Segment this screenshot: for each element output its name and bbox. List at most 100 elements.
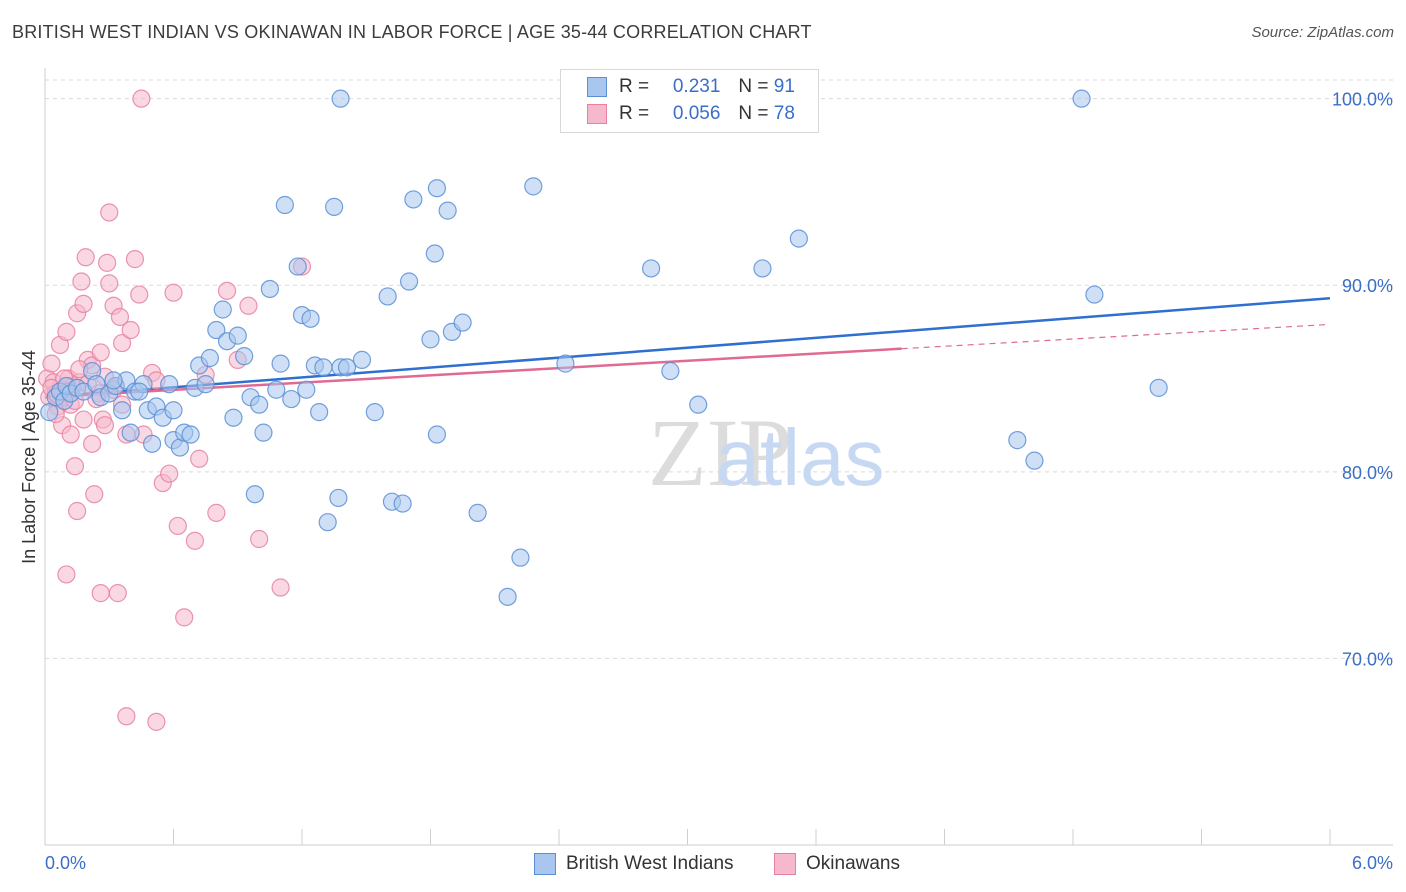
british-west-indians-point bbox=[352, 350, 372, 369]
okinawans-point bbox=[91, 584, 110, 603]
okinawans-point bbox=[91, 343, 110, 362]
okinawans-point bbox=[61, 425, 80, 444]
british-west-indians-point bbox=[245, 485, 264, 504]
okinawans-point bbox=[117, 707, 136, 726]
british-west-indians-point bbox=[438, 201, 457, 220]
stats-legend: R = 0.231 N = 91 R = 0.056 N = 78 bbox=[560, 69, 819, 133]
british-west-indians-point bbox=[337, 358, 357, 377]
watermark-zip: ZIP bbox=[648, 399, 792, 506]
legend-label: Okinawans bbox=[806, 853, 900, 874]
swatch-blue bbox=[534, 853, 556, 875]
british-west-indians-point bbox=[556, 354, 575, 373]
british-west-indians-point bbox=[393, 494, 412, 513]
legend-row-british-west-indians: R = 0.231 N = 91 bbox=[587, 74, 795, 100]
british-west-indians-point bbox=[130, 382, 149, 401]
british-west-indians-point bbox=[275, 195, 294, 215]
british-west-indians-point bbox=[200, 348, 220, 368]
okinawans-trend-line-extension bbox=[901, 323, 1331, 350]
british-west-indians-point bbox=[399, 272, 419, 291]
british-west-indians-point bbox=[1008, 431, 1027, 450]
okinawans-point bbox=[74, 410, 93, 429]
okinawans-point bbox=[207, 503, 226, 522]
british-west-indians-trend-line bbox=[44, 297, 1331, 399]
okinawans-point bbox=[72, 272, 91, 291]
gridlines bbox=[45, 79, 1393, 659]
okinawans-point bbox=[100, 274, 119, 293]
british-west-indians-point bbox=[112, 401, 132, 420]
british-west-indians-point bbox=[689, 395, 708, 414]
british-west-indians-point bbox=[235, 347, 254, 366]
okinawans-point bbox=[147, 712, 166, 731]
okinawans-point bbox=[98, 253, 117, 272]
okinawans-point bbox=[83, 434, 102, 453]
okinawans-point bbox=[168, 516, 187, 536]
legend-n-label: N = bbox=[738, 103, 769, 124]
okinawans-point bbox=[190, 449, 209, 468]
british-west-indians-point bbox=[365, 403, 384, 422]
british-west-indians-point bbox=[297, 380, 316, 399]
okinawans-point bbox=[239, 296, 258, 315]
legend-n-value: 78 bbox=[773, 103, 795, 124]
british-west-indians-point bbox=[1085, 285, 1104, 304]
trend-lines bbox=[44, 297, 1331, 399]
tick-labels: 70.0% 80.0% 90.0% 100.0% 0.0% 6.0% bbox=[45, 90, 1393, 873]
source-label: Source: ZipAtlas.com bbox=[1251, 24, 1394, 41]
okinawans-point bbox=[164, 283, 183, 302]
british-west-indians-point bbox=[318, 513, 337, 532]
legend-row-okinawans: R = 0.056 N = 78 bbox=[587, 101, 795, 127]
british-west-indians-point bbox=[250, 395, 269, 414]
okinawans-point bbox=[100, 203, 119, 222]
british-west-indians-point bbox=[213, 300, 232, 319]
bottom-legend-okinawans[interactable]: Okinawans bbox=[774, 851, 900, 877]
okinawans-point bbox=[250, 529, 269, 549]
swatch-pink bbox=[774, 853, 796, 875]
british-west-indians-point bbox=[427, 425, 447, 444]
okinawans-point bbox=[160, 464, 179, 483]
okinawans-point bbox=[110, 307, 130, 327]
okinawans-point bbox=[85, 485, 104, 504]
watermark-atlas: atlas bbox=[716, 413, 885, 502]
british-west-indians-point bbox=[160, 375, 179, 394]
british-west-indians-point bbox=[282, 389, 301, 409]
british-west-indians-point bbox=[511, 548, 530, 567]
british-west-indians-point bbox=[164, 401, 183, 420]
legend-r-value: 0.056 bbox=[672, 103, 721, 124]
british-west-indians-point bbox=[661, 361, 680, 381]
bottom-legend-british-west-indians[interactable]: British West Indians bbox=[534, 851, 734, 877]
okinawans-point bbox=[65, 457, 85, 476]
okinawans-point bbox=[175, 608, 194, 627]
british-west-indians-point bbox=[789, 229, 808, 248]
british-west-indians-point bbox=[468, 503, 487, 522]
axes bbox=[44, 68, 1393, 846]
british-west-indians-point bbox=[641, 259, 661, 278]
x-tick-label: 6.0% bbox=[1352, 853, 1393, 873]
okinawans-point bbox=[121, 320, 140, 340]
okinawans-point bbox=[74, 294, 93, 314]
british-west-indians-point bbox=[121, 423, 140, 442]
okinawans-point bbox=[112, 333, 132, 353]
okinawans-point bbox=[185, 531, 205, 550]
x-tick-label: 0.0% bbox=[45, 853, 86, 873]
british-west-indians-point bbox=[207, 320, 226, 340]
british-west-indians-point bbox=[524, 177, 543, 196]
british-west-indians-point bbox=[331, 89, 350, 108]
okinawans-point bbox=[108, 584, 127, 603]
y-axis-label: In Labor Force | Age 35-44 bbox=[19, 350, 39, 564]
british-west-indians-point bbox=[329, 488, 348, 508]
okinawans-point bbox=[132, 89, 151, 108]
british-west-indians-point bbox=[753, 259, 772, 278]
british-west-indians-point bbox=[228, 326, 247, 345]
legend-label: British West Indians bbox=[566, 853, 734, 874]
okinawans-point bbox=[130, 285, 149, 304]
okinawans-point bbox=[125, 250, 145, 269]
legend-r-label: R = bbox=[619, 103, 650, 124]
legend-n-label: N = bbox=[738, 76, 769, 97]
legend-r-label: R = bbox=[619, 76, 650, 97]
british-west-indians-point bbox=[288, 257, 307, 276]
legend-r-value: 0.231 bbox=[672, 76, 721, 97]
okinawans-point bbox=[57, 565, 76, 584]
okinawans-point bbox=[217, 281, 237, 300]
y-tick-label: 90.0% bbox=[1342, 276, 1393, 296]
legend-n-value: 91 bbox=[773, 76, 795, 97]
